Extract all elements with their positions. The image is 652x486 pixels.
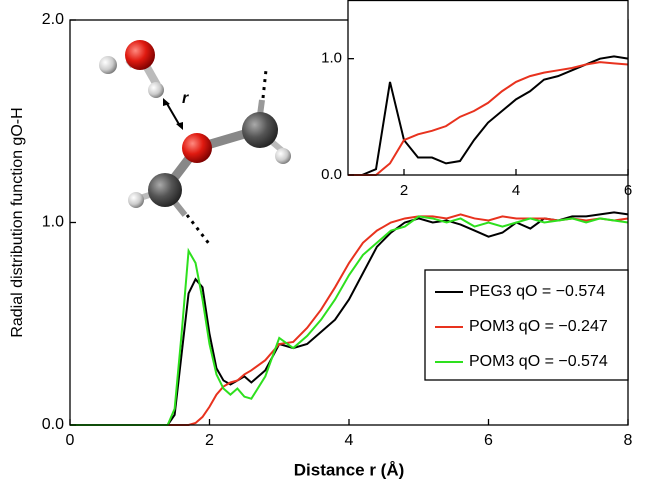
x-tick-label: 6 xyxy=(484,432,493,449)
x-tick-label: 4 xyxy=(512,182,520,199)
x-tick-label: 2 xyxy=(205,432,214,449)
y-tick-label: 1.0 xyxy=(42,214,64,231)
plot-lines xyxy=(348,55,629,176)
axes-frame xyxy=(347,0,629,176)
series-line xyxy=(70,211,629,426)
annotation: r xyxy=(182,90,189,107)
x-tick-label: 8 xyxy=(624,432,633,449)
plot-lines xyxy=(70,211,629,426)
x-tick-label: 4 xyxy=(345,432,354,449)
y-tick-label: 0.0 xyxy=(42,416,64,433)
series-line xyxy=(70,215,629,426)
y-tick-label: 1.0 xyxy=(321,50,342,67)
legend-label: POM3 qO = −0.574 xyxy=(469,353,608,370)
x-tick-label: 2 xyxy=(400,182,408,199)
legend-label: POM3 qO = −0.247 xyxy=(469,318,608,335)
y-tick-label: 0.0 xyxy=(321,166,342,183)
y-tick-label: 2.0 xyxy=(42,11,64,28)
series-line xyxy=(70,213,629,426)
x-tick-label: 0 xyxy=(66,432,75,449)
inset-background xyxy=(348,0,628,175)
y-axis-label: Radial distribution function gO-H xyxy=(9,107,26,337)
legend-label: PEG3 qO = −0.574 xyxy=(469,283,605,300)
x-tick-label: 6 xyxy=(624,182,632,199)
molecule xyxy=(99,40,291,246)
x-axis-label: Distance r (Å) xyxy=(294,460,405,479)
series-line xyxy=(348,61,629,176)
